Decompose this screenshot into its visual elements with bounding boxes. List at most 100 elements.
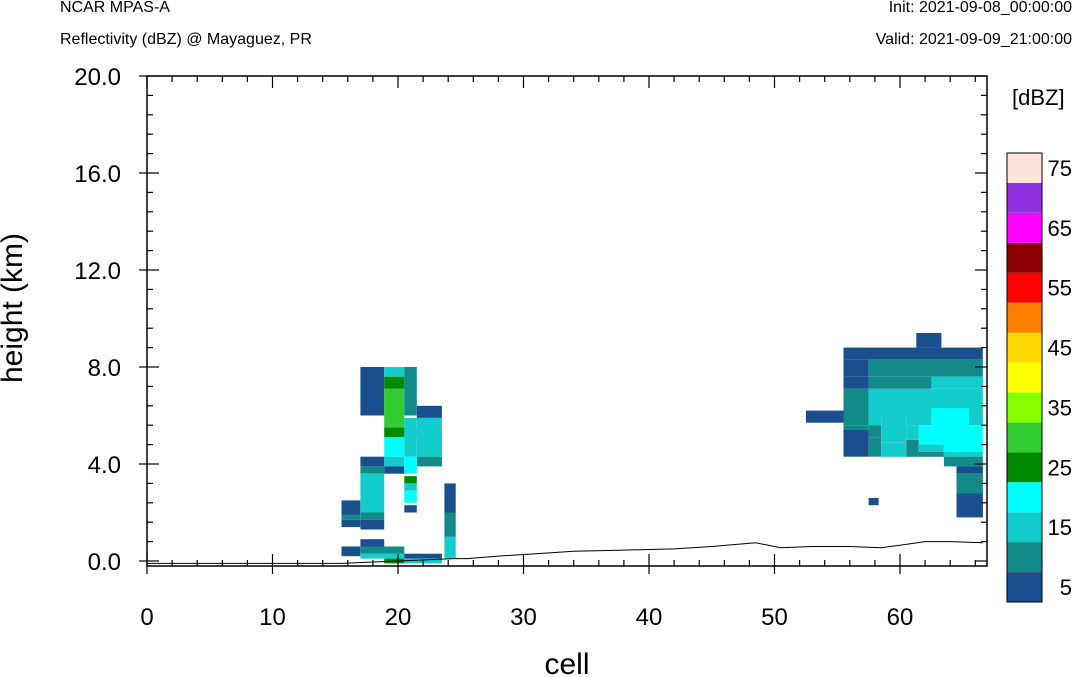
reflectivity-cell (956, 493, 983, 518)
reflectivity-cell (444, 536, 456, 559)
colorbar: 5 15 25 35 45 55 65 75 (1006, 152, 1072, 603)
reflectivity-cell (943, 456, 983, 467)
reflectivity-cell (931, 408, 970, 426)
reflectivity-cell (360, 466, 385, 474)
reflectivity-cell (843, 376, 869, 389)
colorbar-label: 55 (1048, 276, 1072, 301)
reflectivity-cell (906, 439, 919, 457)
reflectivity-cell (404, 417, 417, 457)
colorbar-border (1006, 152, 1043, 603)
reflectivity-cell (360, 519, 385, 530)
reflectivity-cell (931, 376, 983, 389)
reflectivity-cell (404, 483, 417, 491)
reflectivity-cell (881, 415, 907, 430)
reflectivity-cell (969, 415, 983, 426)
reflectivity-cell (404, 367, 417, 416)
reflectivity-cell (384, 466, 405, 474)
reflectivity-cell (404, 505, 417, 513)
reflectivity-cell (943, 451, 983, 457)
reflectivity-cell (956, 473, 983, 494)
y-tick-label: 20.0 (74, 64, 121, 91)
colorbar-swatch (1007, 332, 1042, 363)
reflectivity-cell (416, 405, 442, 418)
reflectivity-cell (360, 553, 405, 559)
reflectivity-cell (916, 333, 942, 348)
y-tick-label: 8.0 (88, 355, 121, 382)
colorbar-label: 65 (1048, 216, 1072, 241)
reflectivity-cell (444, 483, 456, 513)
reflectivity-cell (843, 425, 869, 430)
reflectivity-cell (868, 425, 882, 438)
reflectivity-cell (906, 415, 932, 426)
plot-frame (146, 75, 988, 567)
reflectivity-cell (384, 376, 405, 389)
terrain-line (147, 541, 983, 564)
reflectivity-cell (868, 415, 882, 426)
x-tick-label: 10 (259, 604, 286, 631)
reflectivity-cell (404, 553, 442, 559)
colorbar-label: 5 (1060, 575, 1072, 600)
reflectivity-cell (843, 415, 869, 426)
reflectivity-cells (341, 333, 983, 564)
colorbar-label: 25 (1048, 455, 1072, 480)
reflectivity-cell (843, 430, 869, 457)
colorbar-swatch (1007, 512, 1042, 543)
reflectivity-cell (384, 367, 405, 377)
reflectivity-cell (341, 514, 361, 520)
reflectivity-cell (360, 546, 405, 554)
reflectivity-cell (868, 376, 932, 389)
init-time: Init: 2021-09-08_00:00:00 (888, 0, 1072, 16)
reflectivity-cell (918, 451, 944, 457)
reflectivity-cell (906, 425, 919, 440)
reflectivity-cell (360, 473, 385, 513)
reflectivity-cell (360, 456, 385, 467)
x-tick-label: 20 (385, 604, 412, 631)
reflectivity-cell (384, 388, 405, 428)
x-tick-label: 50 (761, 604, 788, 631)
colorbar-swatch (1007, 272, 1042, 303)
y-tick-label: 12.0 (74, 258, 121, 285)
colorbar-swatch (1007, 482, 1042, 513)
reflectivity-cell (444, 512, 456, 537)
y-tick-label: 16.0 (74, 161, 121, 188)
colorbar-title: [dBZ] (1012, 85, 1065, 110)
colorbar-label: 45 (1048, 336, 1072, 361)
colorbar-label: 35 (1048, 395, 1072, 420)
colorbar-label: 75 (1048, 156, 1072, 181)
reflectivity-cell (805, 410, 844, 423)
reflectivity-cell (384, 456, 405, 467)
reflectivity-cell (956, 466, 983, 474)
plot-border (146, 75, 988, 567)
y-axis-label: height (km) (0, 233, 29, 383)
reflectivity-cell (868, 359, 983, 377)
x-tick-label: 30 (510, 604, 537, 631)
x-tick-label: 60 (887, 604, 914, 631)
model-name: NCAR MPAS-A (60, 0, 170, 16)
reflectivity-cell (341, 546, 361, 557)
colorbar-swatch (1007, 392, 1042, 423)
reflectivity-cell (843, 359, 869, 377)
colorbar-swatch (1007, 212, 1042, 243)
reflectivity-cell (384, 427, 405, 438)
reflectivity-cell (416, 456, 442, 467)
colorbar-label: 15 (1048, 515, 1072, 540)
reflectivity-cell (416, 417, 442, 457)
reflectivity-cell (404, 476, 417, 484)
colorbar-swatch (1007, 542, 1042, 573)
colorbar-swatch (1007, 422, 1042, 453)
reflectivity-cell (341, 500, 361, 515)
reflectivity-cell (360, 367, 385, 416)
reflectivity-cell (918, 444, 944, 452)
reflectivity-cell (341, 519, 361, 528)
reflectivity-cell (868, 497, 879, 506)
field-title: Reflectivity (dBZ) @ Mayaguez, PR (60, 31, 312, 48)
y-tick-label: 4.0 (88, 452, 121, 479)
reflectivity-cell (404, 490, 417, 503)
colorbar-swatch (1007, 572, 1042, 603)
reflectivity-cell (868, 437, 882, 457)
y-tick-label: 0.0 (88, 549, 121, 576)
colorbar-swatch (1007, 302, 1042, 333)
axis-ticks (139, 75, 987, 574)
colorbar-swatch (1007, 182, 1042, 213)
